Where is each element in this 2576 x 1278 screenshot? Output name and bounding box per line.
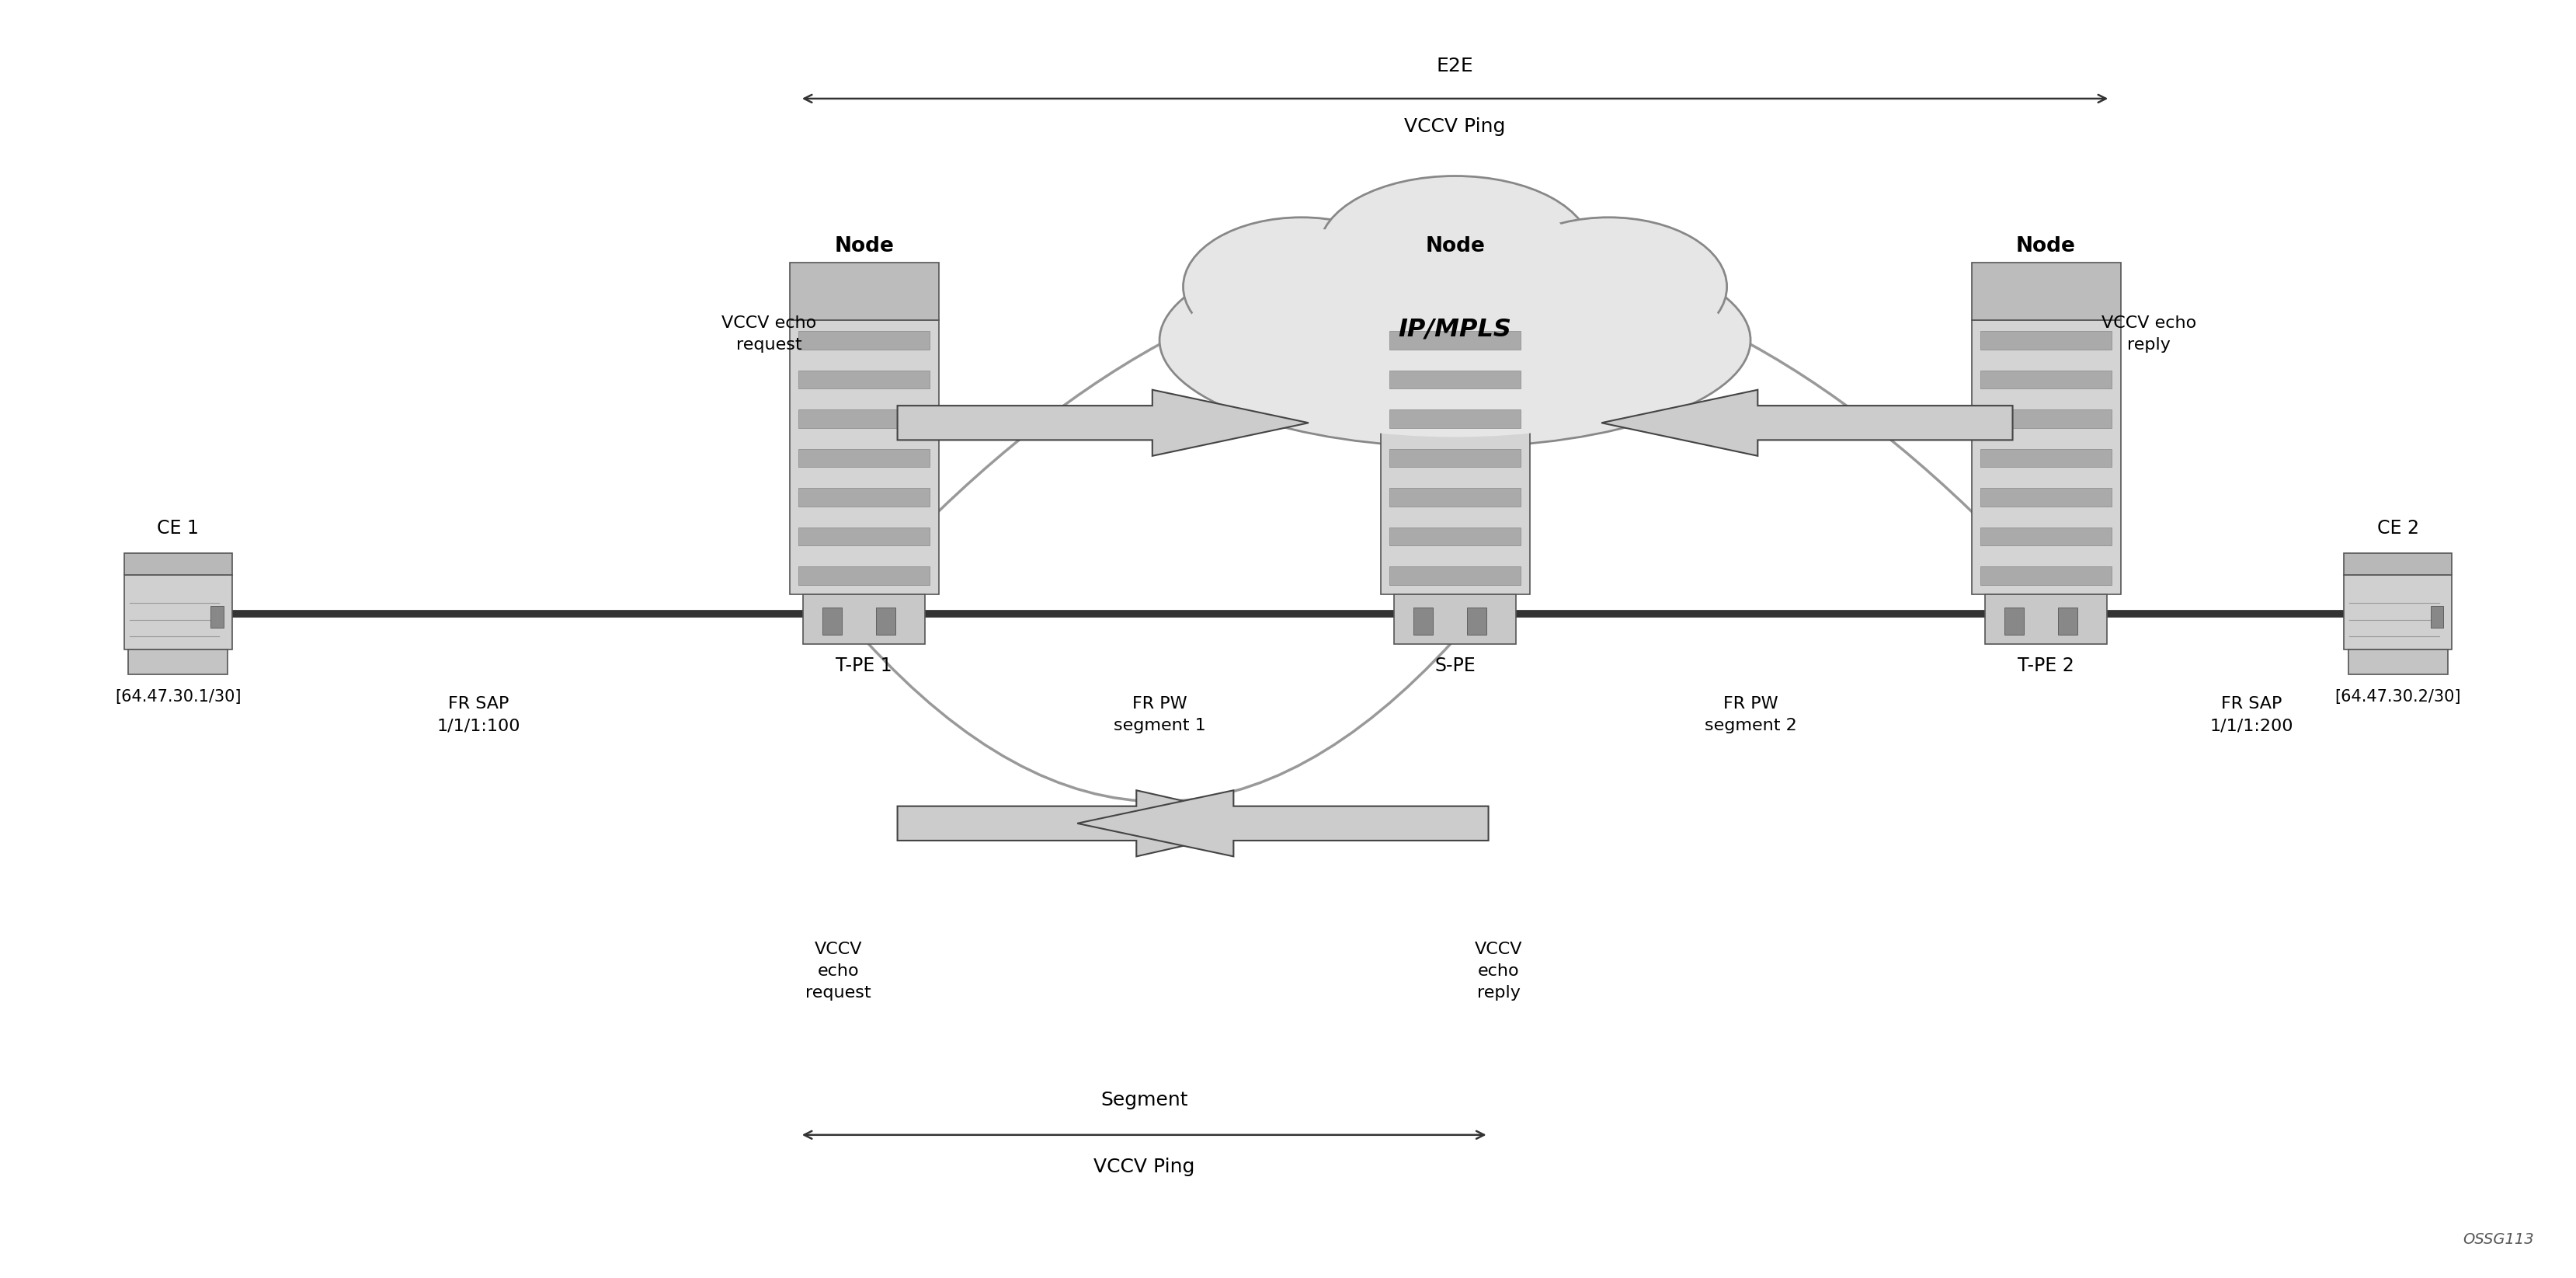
Text: VCCV Ping: VCCV Ping [1092, 1158, 1195, 1177]
FancyBboxPatch shape [124, 575, 232, 649]
FancyBboxPatch shape [822, 608, 842, 635]
Ellipse shape [1182, 217, 1419, 357]
FancyArrowPatch shape [866, 640, 1453, 801]
FancyBboxPatch shape [799, 371, 930, 389]
Text: Node: Node [1425, 236, 1484, 257]
FancyArrowPatch shape [866, 263, 2045, 587]
FancyBboxPatch shape [799, 449, 930, 466]
FancyBboxPatch shape [2429, 606, 2445, 627]
FancyBboxPatch shape [1971, 262, 2120, 320]
FancyBboxPatch shape [1381, 320, 1530, 594]
FancyBboxPatch shape [124, 553, 232, 575]
FancyBboxPatch shape [1388, 409, 1520, 428]
Text: Node: Node [2017, 236, 2076, 257]
FancyBboxPatch shape [799, 409, 930, 428]
Ellipse shape [1159, 234, 1752, 447]
FancyBboxPatch shape [1986, 594, 2107, 644]
FancyBboxPatch shape [1388, 371, 1520, 389]
FancyBboxPatch shape [1981, 488, 2112, 506]
Text: IP/MPLS: IP/MPLS [1399, 317, 1512, 341]
FancyBboxPatch shape [804, 594, 925, 644]
Polygon shape [1077, 790, 1489, 856]
Ellipse shape [1340, 187, 1571, 312]
Text: FR PW
segment 1: FR PW segment 1 [1113, 697, 1206, 734]
Polygon shape [896, 390, 1309, 456]
Text: VCCV
echo
request: VCCV echo request [806, 942, 871, 1001]
FancyBboxPatch shape [2344, 553, 2452, 575]
FancyBboxPatch shape [799, 528, 930, 546]
FancyBboxPatch shape [799, 488, 930, 506]
Ellipse shape [1200, 227, 1401, 346]
FancyBboxPatch shape [211, 606, 224, 627]
FancyBboxPatch shape [876, 608, 896, 635]
FancyBboxPatch shape [1466, 608, 1486, 635]
Text: CE 1: CE 1 [157, 519, 198, 538]
FancyBboxPatch shape [1981, 566, 2112, 585]
Text: Segment: Segment [1100, 1091, 1188, 1109]
FancyBboxPatch shape [2344, 575, 2452, 649]
FancyBboxPatch shape [2058, 608, 2076, 635]
Text: OSSG113: OSSG113 [2463, 1232, 2535, 1247]
Ellipse shape [1182, 243, 1728, 437]
FancyBboxPatch shape [1981, 331, 2112, 349]
Ellipse shape [1319, 176, 1592, 323]
FancyBboxPatch shape [1981, 371, 2112, 389]
FancyBboxPatch shape [1388, 528, 1520, 546]
FancyBboxPatch shape [1388, 566, 1520, 585]
Text: VCCV
echo
reply: VCCV echo reply [1476, 942, 1522, 1001]
FancyBboxPatch shape [1414, 608, 1432, 635]
FancyBboxPatch shape [2004, 608, 2025, 635]
FancyBboxPatch shape [788, 320, 938, 594]
FancyBboxPatch shape [1381, 262, 1530, 320]
Text: S-PE: S-PE [1435, 657, 1476, 676]
Text: T-PE 2: T-PE 2 [2017, 657, 2074, 676]
Text: FR SAP
1/1/1:100: FR SAP 1/1/1:100 [438, 697, 520, 734]
Polygon shape [1602, 390, 2012, 456]
FancyBboxPatch shape [1388, 331, 1520, 349]
FancyBboxPatch shape [1394, 594, 1517, 644]
FancyBboxPatch shape [788, 262, 938, 320]
Polygon shape [896, 790, 1283, 856]
Text: VCCV echo
request: VCCV echo request [721, 316, 817, 353]
FancyBboxPatch shape [2349, 649, 2447, 674]
FancyBboxPatch shape [799, 331, 930, 349]
FancyBboxPatch shape [129, 649, 227, 674]
FancyBboxPatch shape [1388, 488, 1520, 506]
Text: FR PW
segment 2: FR PW segment 2 [1705, 697, 1795, 734]
Text: E2E: E2E [1437, 58, 1473, 75]
Text: T-PE 1: T-PE 1 [835, 657, 891, 676]
FancyBboxPatch shape [1388, 449, 1520, 466]
Ellipse shape [1507, 227, 1708, 346]
Ellipse shape [1492, 217, 1726, 357]
Text: Node: Node [835, 236, 894, 257]
Text: VCCV Ping: VCCV Ping [1404, 118, 1504, 137]
Text: [64.47.30.2/30]: [64.47.30.2/30] [2334, 689, 2460, 704]
Text: [64.47.30.1/30]: [64.47.30.1/30] [116, 689, 242, 704]
FancyBboxPatch shape [1981, 449, 2112, 466]
Text: CE 2: CE 2 [2378, 519, 2419, 538]
Text: VCCV echo
reply: VCCV echo reply [2102, 316, 2197, 353]
FancyBboxPatch shape [1971, 320, 2120, 594]
FancyBboxPatch shape [1981, 528, 2112, 546]
Text: FR SAP
1/1/1:200: FR SAP 1/1/1:200 [2210, 697, 2293, 734]
FancyBboxPatch shape [1981, 409, 2112, 428]
FancyBboxPatch shape [799, 566, 930, 585]
